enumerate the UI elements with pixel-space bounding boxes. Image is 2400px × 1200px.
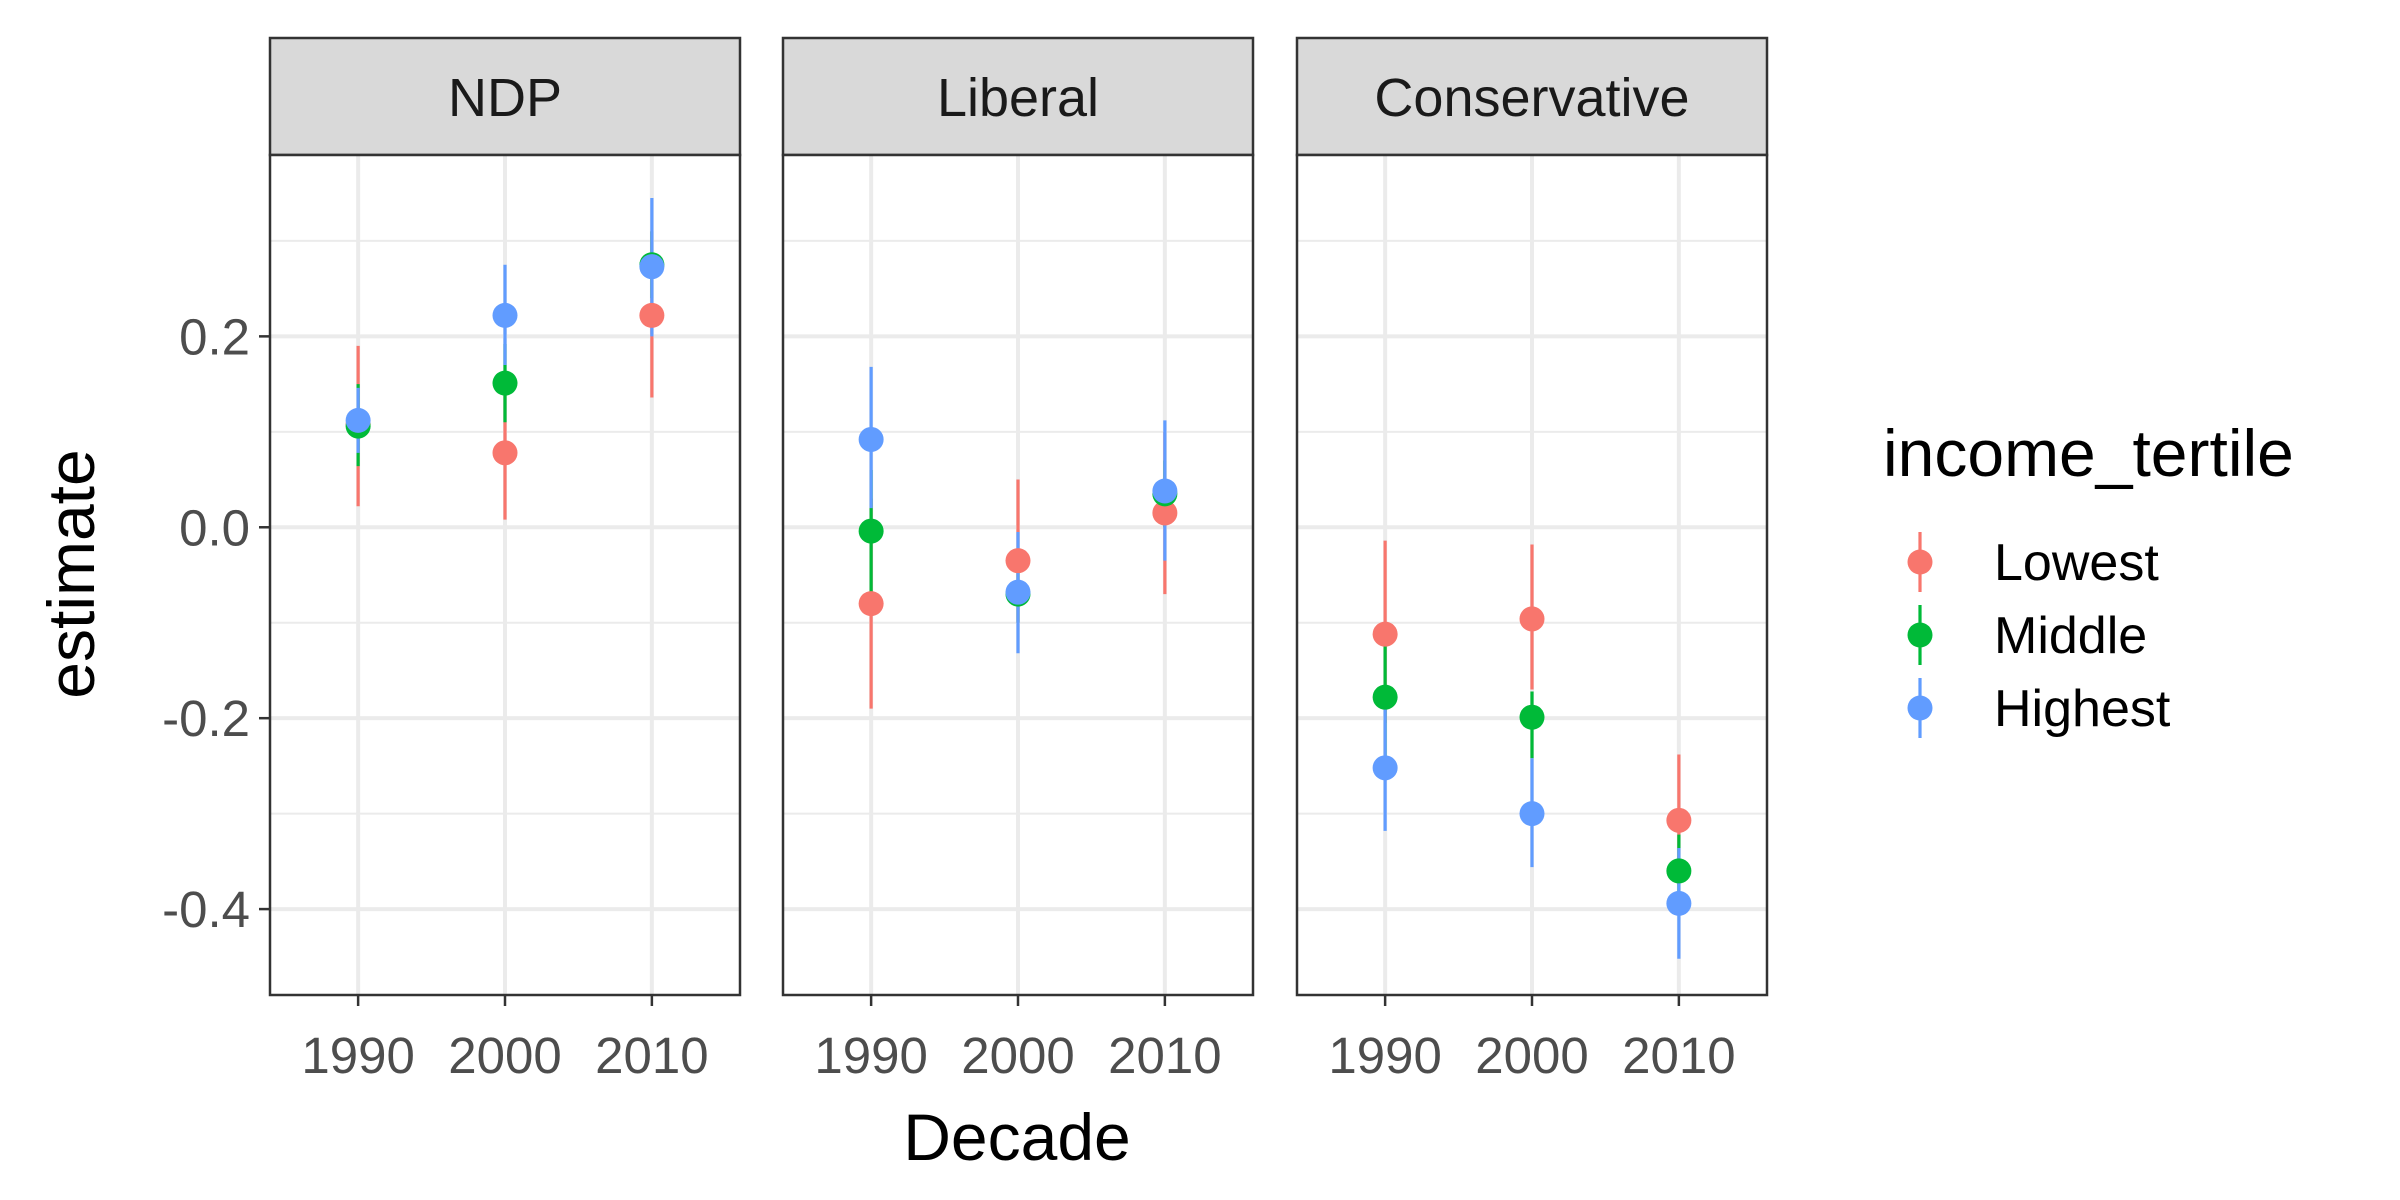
data-point-highest: [1372, 755, 1398, 781]
y-tick-label: -0.2: [162, 690, 250, 747]
legend-label-highest: Highest: [1994, 680, 2171, 738]
y-tick-label: 0.0: [179, 499, 250, 556]
legend-keys: [1907, 532, 1933, 738]
data-point-lowest: [1005, 548, 1031, 574]
data-point-highest: [1519, 801, 1545, 827]
data-point-lowest: [492, 440, 518, 466]
data-point-highest: [639, 254, 665, 280]
facet-panel: [781, 36, 1255, 1006]
data-point-lowest: [858, 591, 884, 617]
x-tick-label: 1990: [1328, 1027, 1441, 1084]
legend-title: income_tertile: [1883, 416, 2294, 490]
legend-label-lowest: Lowest: [1994, 534, 2159, 592]
x-tick-label: 2000: [1475, 1027, 1588, 1084]
legend-key-point: [1907, 622, 1933, 648]
y-tick-label: -0.4: [162, 881, 250, 938]
y-axis: 0.2 0.0 -0.2 -0.4: [162, 308, 270, 938]
facet-strip-label-liberal: Liberal: [937, 68, 1099, 128]
data-point-highest: [1005, 579, 1031, 605]
data-point-middle: [858, 518, 884, 544]
facet-strip: [268, 36, 742, 157]
data-point-highest: [492, 302, 518, 328]
data-point-highest: [345, 407, 371, 433]
facet-strip: [781, 36, 1255, 157]
facet-strip-label-conservative: Conservative: [1374, 68, 1689, 128]
x-axis-title: Decade: [903, 1100, 1131, 1174]
facet-panel: [1295, 36, 1769, 1006]
data-point-lowest: [1519, 606, 1545, 632]
data-point-lowest: [1372, 621, 1398, 647]
data-point-lowest: [1666, 807, 1692, 833]
data-point-highest: [1666, 890, 1692, 916]
legend-label-middle: Middle: [1994, 607, 2147, 665]
x-tick-label: 1990: [301, 1027, 414, 1084]
facet-panels: [268, 36, 1769, 1006]
data-point-highest: [858, 426, 884, 452]
x-tick-label: 2010: [1622, 1027, 1735, 1084]
data-point-middle: [1519, 704, 1545, 730]
data-point-lowest: [1152, 500, 1178, 526]
facet-panel: [268, 36, 742, 1006]
x-tick-label: 2010: [1108, 1027, 1221, 1084]
x-tick-label: 2000: [448, 1027, 561, 1084]
legend-key-point: [1907, 549, 1933, 575]
data-point-highest: [1152, 478, 1178, 504]
x-tick-label: 2010: [595, 1027, 708, 1084]
x-tick-label: 2000: [961, 1027, 1074, 1084]
facet-strip-label-ndp: NDP: [448, 68, 562, 128]
legend-key-point: [1907, 695, 1933, 721]
data-point-middle: [492, 370, 518, 396]
y-axis-title: estimate: [34, 449, 108, 698]
x-tick-label: 1990: [814, 1027, 927, 1084]
data-point-middle: [1372, 684, 1398, 710]
y-tick-label: 0.2: [179, 308, 250, 365]
legend: income_tertile Lowest Middle Highest: [1883, 416, 2294, 738]
data-point-lowest: [639, 302, 665, 328]
data-point-middle: [1666, 858, 1692, 884]
facet-strip: [1295, 36, 1769, 157]
